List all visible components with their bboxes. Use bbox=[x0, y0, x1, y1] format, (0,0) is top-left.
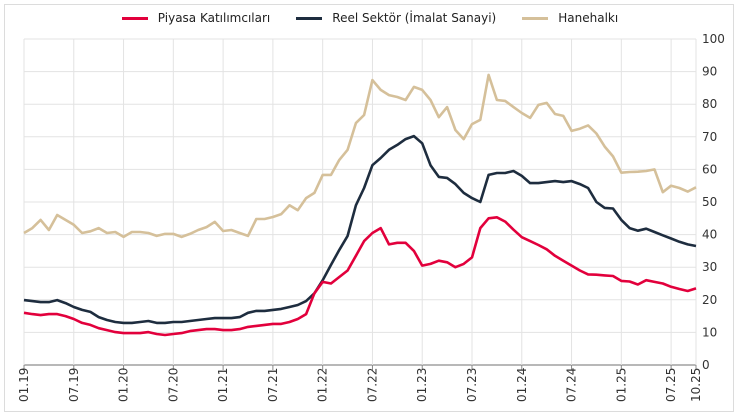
legend-swatch bbox=[121, 16, 148, 20]
x-tick-label: 01.24 bbox=[515, 368, 529, 402]
legend-swatch bbox=[522, 16, 549, 20]
legend-item-reel-sektor[interactable]: Reel Sektör (İmalat Sanayi) bbox=[296, 11, 496, 25]
series-line-2 bbox=[23, 73, 697, 239]
y-tick-label: 60 bbox=[702, 162, 717, 176]
legend: Piyasa Katılımcıları Reel Sektör (İmalat… bbox=[0, 11, 740, 25]
x-tick-label: 01.23 bbox=[415, 368, 429, 402]
y-tick-label: 0 bbox=[702, 358, 710, 372]
x-tick-label: 10.25 bbox=[689, 368, 703, 402]
y-tick-label: 90 bbox=[702, 65, 717, 79]
x-tick-label: 07.23 bbox=[465, 368, 479, 402]
y-tick-label: 100 bbox=[702, 32, 725, 46]
y-tick-label: 20 bbox=[702, 293, 717, 307]
x-tick-label: 01.19 bbox=[17, 368, 31, 402]
y-tick-label: 50 bbox=[702, 195, 717, 209]
series-line-1 bbox=[23, 134, 697, 325]
chart-frame bbox=[4, 4, 734, 412]
legend-swatch bbox=[296, 16, 323, 20]
legend-label: Reel Sektör (İmalat Sanayi) bbox=[332, 11, 497, 25]
y-tick-label: 40 bbox=[702, 228, 717, 242]
y-tick-label: 10 bbox=[702, 325, 717, 339]
x-tick-label: 07.25 bbox=[664, 368, 678, 402]
x-tick-label: 07.22 bbox=[365, 368, 379, 402]
x-tick-label: 01.25 bbox=[614, 368, 628, 402]
x-tick-label: 01.22 bbox=[316, 368, 330, 402]
y-tick-label: 70 bbox=[702, 130, 717, 144]
legend-label: Hanehalkı bbox=[558, 11, 619, 25]
x-tick-label: 01.20 bbox=[117, 368, 131, 402]
x-tick-label: 07.24 bbox=[565, 368, 579, 402]
series-line-0 bbox=[23, 216, 697, 337]
x-tick-label: 01.21 bbox=[216, 368, 230, 402]
legend-item-hanehalki[interactable]: Hanehalkı bbox=[522, 11, 618, 25]
y-tick-label: 30 bbox=[702, 260, 717, 274]
legend-label: Piyasa Katılımcıları bbox=[157, 11, 271, 25]
y-tick-label: 80 bbox=[702, 97, 717, 111]
x-tick-label: 07.20 bbox=[166, 368, 180, 402]
x-tick-label: 07.19 bbox=[67, 368, 81, 402]
legend-item-piyasa[interactable]: Piyasa Katılımcıları bbox=[121, 11, 271, 25]
x-tick-label: 07.21 bbox=[266, 368, 280, 402]
